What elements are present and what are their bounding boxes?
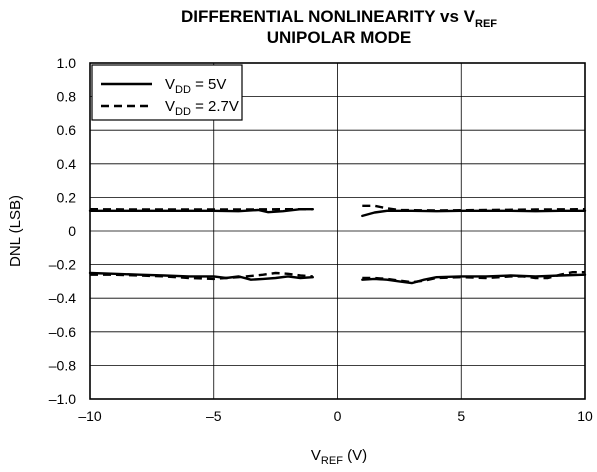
x-tick-label-1: –5 [206,408,222,424]
y-tick-label-10: –1.0 [49,391,76,407]
legend-label-2-sub: DD [175,106,191,118]
legend-label-1-suffix: = 5V [191,76,226,93]
plot-frame [89,62,586,400]
y-tick-label-3: 0.4 [57,156,77,172]
y-tick-label-2: 0.6 [57,122,77,138]
y-tick-label-4: 0.2 [57,189,77,205]
data-series [88,204,587,285]
legend-label-1-sub: DD [175,84,191,96]
y-tick-labels: 1.0 0.8 0.6 0.4 0.2 0 –0.2 –0.4 –0.6 –0.8 –1.0 [49,55,76,407]
x-axis-label-sub: REF [321,455,343,467]
x-tick-label-2: 0 [334,408,342,424]
y-axis-label: DNL (LSB) [7,195,24,267]
series-2-line-2 [362,204,586,212]
series-1-line-2 [361,209,587,218]
y-tick-label-9: –0.8 [49,357,76,373]
x-axis-label-suffix: (V) [343,447,367,464]
chart-title-line1-sub: REF [475,18,497,30]
legend-label-vdd-2-7v: VDD = 2.7V [165,98,239,118]
x-tick-label-3: 5 [457,408,465,424]
legend-box [91,64,243,121]
legend-label-vdd-5v: VDD = 5V [165,76,226,96]
series-2-line-4 [362,271,585,284]
legend-label-2-main: V [165,98,175,115]
chart-title-line1-main: DIFFERENTIAL NONLINEARITY vs V [181,7,476,26]
x-axis-label-main: V [311,447,321,464]
y-tick-label-6: –0.2 [49,257,76,273]
y-tick-label-5: 0 [68,223,76,239]
legend-label-2-suffix: = 2.7V [191,98,239,115]
chart-title-line1: DIFFERENTIAL NONLINEARITY vs VREF [181,7,497,30]
x-tick-labels: –10 –5 0 5 10 [78,408,593,424]
legend: VDD = 5V VDD = 2.7V [91,64,243,121]
y-tick-label-8: –0.6 [49,324,76,340]
series-1-line-4 [361,273,587,285]
y-tick-label-0: 1.0 [57,55,77,71]
series-2-line-3 [90,271,313,281]
x-tick-label-0: –10 [78,408,102,424]
y-tick-label-1: 0.8 [57,89,77,105]
y-tick-label-7: –0.4 [49,290,76,306]
chart-title-line2: UNIPOLAR MODE [267,28,412,47]
legend-label-1-main: V [165,76,175,93]
x-axis-label: VREF (V) [311,447,367,467]
x-tick-label-4: 10 [577,408,593,424]
